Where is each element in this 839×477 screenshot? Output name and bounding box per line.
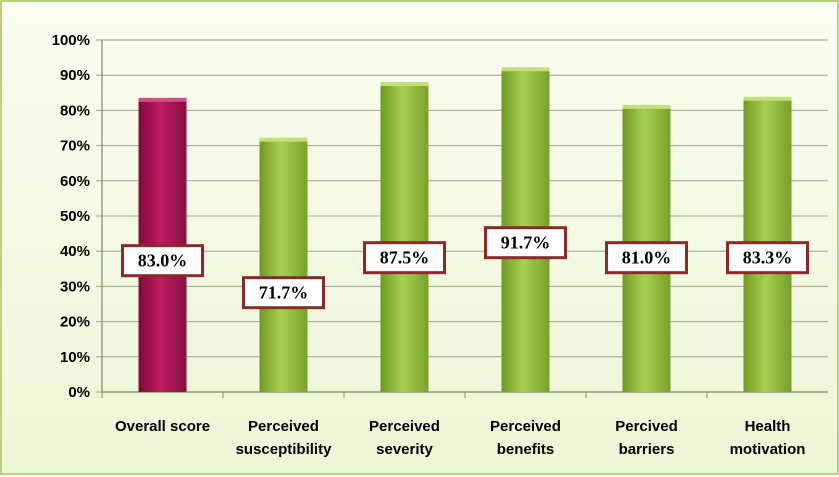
y-axis-ticks: 0% 10% 20% 30% 40% 50% 60% 70% 80% 90% 100% bbox=[52, 32, 90, 401]
y-tick-label: 10% bbox=[60, 349, 90, 366]
data-label-text: 71.7% bbox=[259, 283, 309, 303]
data-label: 83.3% bbox=[726, 241, 809, 275]
x-axis-labels: Overall score Perceived susceptibility Perc… bbox=[115, 418, 805, 458]
bar-top bbox=[380, 82, 429, 86]
data-label: 91.7% bbox=[484, 226, 567, 260]
bar bbox=[259, 139, 308, 392]
y-tick-label: 50% bbox=[60, 208, 90, 225]
x-category-label: Perceived severity bbox=[369, 418, 440, 458]
x-category-label: Overall score bbox=[115, 418, 210, 435]
y-tick-label: 40% bbox=[60, 243, 90, 260]
x-category-label: Health motivation bbox=[730, 418, 806, 458]
x-category-label: Percived barriers bbox=[615, 418, 678, 458]
bar-top bbox=[622, 104, 671, 109]
y-tick-label: 80% bbox=[60, 102, 90, 119]
data-labels: 83.0% 71.7% 87.5% 91.7% 81.0% 83.3% bbox=[121, 226, 809, 310]
bar bbox=[380, 84, 429, 392]
y-tick-label: 20% bbox=[60, 314, 90, 331]
data-label-box bbox=[121, 244, 204, 278]
data-label: 71.7% bbox=[242, 276, 325, 310]
data-label-box bbox=[242, 276, 325, 310]
y-tick-label: 70% bbox=[60, 138, 90, 155]
data-label-text: 87.5% bbox=[380, 248, 430, 268]
data-label-box bbox=[605, 241, 688, 275]
data-label-text: 83.0% bbox=[138, 251, 188, 271]
y-tick-label: 60% bbox=[60, 173, 90, 190]
y-tick-label: 0% bbox=[68, 384, 90, 401]
bar-top bbox=[743, 96, 792, 101]
data-label-text: 83.3% bbox=[743, 248, 793, 268]
data-label-box bbox=[363, 241, 446, 275]
y-tick-label: 30% bbox=[60, 278, 90, 295]
bar-top bbox=[501, 67, 550, 72]
data-label: 87.5% bbox=[363, 241, 446, 275]
bars bbox=[138, 67, 792, 392]
bar-top bbox=[259, 137, 308, 142]
gridlines bbox=[96, 39, 828, 398]
data-label-box bbox=[484, 226, 567, 260]
data-label-text: 81.0% bbox=[622, 248, 672, 268]
y-tick-label: 100% bbox=[52, 32, 90, 49]
data-label: 81.0% bbox=[605, 241, 688, 275]
data-label-text: 91.7% bbox=[501, 233, 551, 253]
data-label-box bbox=[726, 241, 809, 275]
data-label: 83.0% bbox=[121, 244, 204, 278]
x-category-label: Perceived benefits bbox=[490, 418, 561, 458]
bar-top bbox=[138, 97, 187, 102]
y-tick-label: 90% bbox=[60, 67, 90, 84]
x-category-label: Perceived susceptibility bbox=[236, 418, 333, 458]
